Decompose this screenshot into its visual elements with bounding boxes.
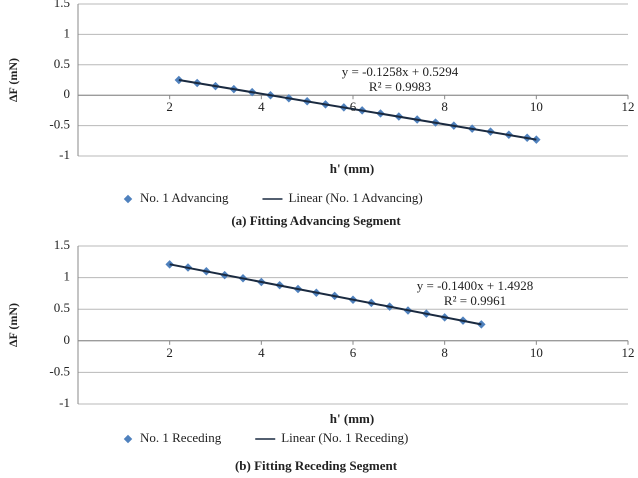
x-tick-label: 4 bbox=[258, 99, 265, 114]
y-tick-label: 1 bbox=[64, 25, 71, 40]
legend-label: Linear (No. 1 Receding) bbox=[281, 430, 408, 445]
y-tick-label: -1 bbox=[59, 147, 70, 162]
y-tick-label: 1.5 bbox=[54, 0, 70, 10]
x-axis-label: h' (mm) bbox=[330, 411, 374, 426]
y-tick-label: 0.5 bbox=[54, 300, 70, 315]
legend-label: No. 1 Receding bbox=[140, 430, 222, 445]
y-tick-label: -0.5 bbox=[49, 117, 70, 132]
x-tick-label: 6 bbox=[350, 99, 357, 114]
caption: (a) Fitting Advancing Segment bbox=[231, 213, 401, 228]
x-tick-label: 6 bbox=[350, 345, 357, 360]
y-tick-label: 0 bbox=[64, 86, 71, 101]
x-tick-label: 2 bbox=[166, 99, 173, 114]
x-tick-label: 10 bbox=[530, 345, 543, 360]
y-tick-label: 1.5 bbox=[54, 237, 70, 252]
y-axis-label: ΔF (mN) bbox=[6, 303, 20, 347]
y-tick-label: 0.5 bbox=[54, 56, 70, 71]
y-axis-label: ΔF (mN) bbox=[6, 58, 20, 102]
y-tick-label: -1 bbox=[59, 395, 70, 410]
x-tick-label: 12 bbox=[622, 345, 635, 360]
chart-panel: 1.5 1 0.5 0 -0.5 -1 2 4 6 8 10 12 ΔF (mN) h' (mm) y = … bbox=[6, 0, 635, 228]
x-tick-label: 8 bbox=[441, 345, 448, 360]
x-tick-label: 8 bbox=[441, 99, 448, 114]
caption: (b) Fitting Receding Segment bbox=[235, 458, 398, 473]
x-tick-label: 10 bbox=[530, 99, 543, 114]
y-tick-label: 0 bbox=[64, 332, 71, 347]
chart-panel: 1.5 1 0.5 0 -0.5 -1 2 4 6 8 10 12 ΔF (mN) h' (mm) y = … bbox=[6, 237, 635, 473]
y-tick-label: -0.5 bbox=[49, 363, 70, 378]
equation-annotation: y = -0.1258x + 0.5294 bbox=[342, 64, 459, 79]
equation-annotation: R² = 0.9961 bbox=[444, 293, 506, 308]
equation-annotation: y = -0.1400x + 1.4928 bbox=[417, 278, 534, 293]
legend-label: No. 1 Advancing bbox=[140, 190, 229, 205]
legend-label: Linear (No. 1 Advancing) bbox=[288, 190, 422, 205]
legend-marker bbox=[123, 434, 133, 444]
x-tick-label: 12 bbox=[622, 99, 635, 114]
legend-marker bbox=[123, 194, 133, 204]
fit-line bbox=[169, 263, 482, 326]
x-tick-label: 4 bbox=[258, 345, 265, 360]
x-axis-label: h' (mm) bbox=[330, 161, 374, 176]
equation-annotation: R² = 0.9983 bbox=[369, 79, 431, 94]
fit-line bbox=[178, 79, 537, 141]
x-tick-label: 2 bbox=[166, 345, 173, 360]
y-tick-label: 1 bbox=[64, 269, 71, 284]
